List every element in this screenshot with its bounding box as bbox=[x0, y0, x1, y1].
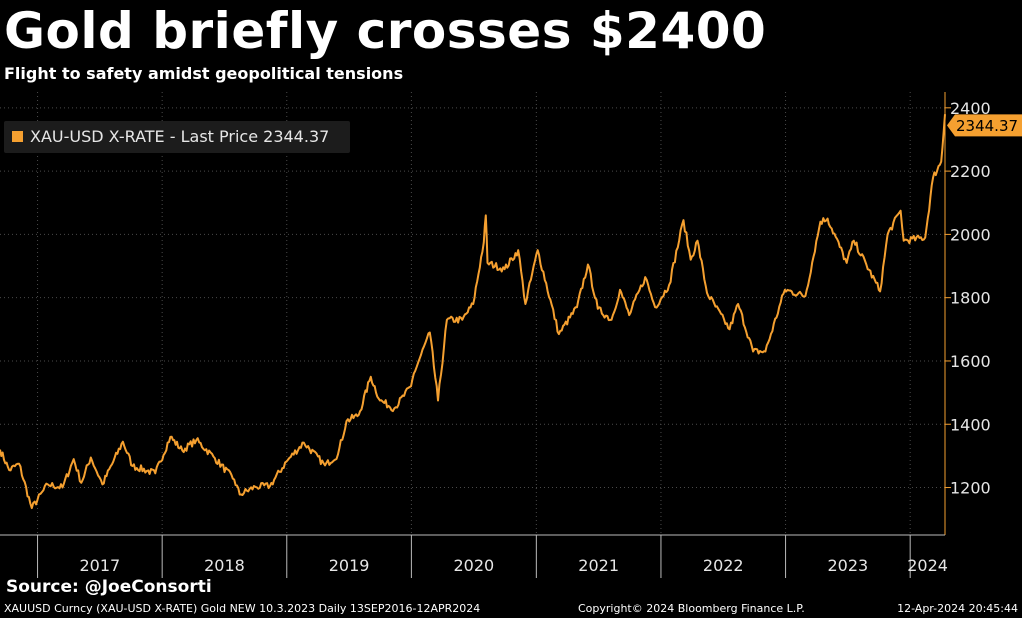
last-price-badge-label: 2344.37 bbox=[956, 117, 1018, 135]
legend-label: XAU-USD X-RATE - Last Price 2344.37 bbox=[30, 127, 329, 146]
x-tick-label-2018: 2018 bbox=[204, 556, 245, 575]
y-tick-label-1800: 1800 bbox=[950, 289, 991, 308]
y-tick-label-2000: 2000 bbox=[950, 225, 991, 244]
series-line-gold bbox=[0, 114, 946, 510]
source-credit: Source: @JoeConsorti bbox=[6, 577, 212, 597]
x-tick-label-2024: 2024 bbox=[907, 556, 948, 575]
legend-swatch bbox=[12, 131, 23, 142]
footer-copyright: Copyright© 2024 Bloomberg Finance L.P. bbox=[578, 602, 805, 615]
x-tick-label-2022: 2022 bbox=[703, 556, 744, 575]
page-subtitle: Flight to safety amidst geopolitical ten… bbox=[4, 64, 404, 83]
last-price-badge-shape bbox=[947, 114, 1022, 137]
x-tick-label-2020: 2020 bbox=[454, 556, 495, 575]
legend: XAU-USD X-RATE - Last Price 2344.37 bbox=[4, 121, 350, 153]
x-tick-label-2017: 2017 bbox=[80, 556, 121, 575]
legend-box bbox=[4, 121, 350, 153]
footer-timestamp: 12-Apr-2024 20:45:44 bbox=[897, 602, 1018, 615]
page-title: Gold briefly crosses $2400 bbox=[4, 2, 767, 60]
x-tick-label-2021: 2021 bbox=[578, 556, 619, 575]
x-tick-label-2023: 2023 bbox=[828, 556, 869, 575]
y-tick-labels: 1200 1400 1600 1800 2000 2200 2400 bbox=[950, 99, 991, 498]
y-tick-label-2400: 2400 bbox=[950, 99, 991, 118]
y-tick-label-2200: 2200 bbox=[950, 162, 991, 181]
x-tick-labels: 2017 2018 2019 2020 2021 2022 2023 2024 bbox=[80, 556, 948, 575]
footer-left: XAUUSD Curncy (XAU-USD X-RATE) Gold NEW … bbox=[4, 602, 481, 615]
y-tick-label-1200: 1200 bbox=[950, 479, 991, 498]
grid-lines bbox=[0, 92, 945, 535]
y-tick-label-1600: 1600 bbox=[950, 352, 991, 371]
axes bbox=[0, 92, 951, 578]
y-tick-label-1400: 1400 bbox=[950, 415, 991, 434]
x-tick-label-2019: 2019 bbox=[329, 556, 370, 575]
last-price-badge: 2344.37 bbox=[947, 114, 1022, 137]
